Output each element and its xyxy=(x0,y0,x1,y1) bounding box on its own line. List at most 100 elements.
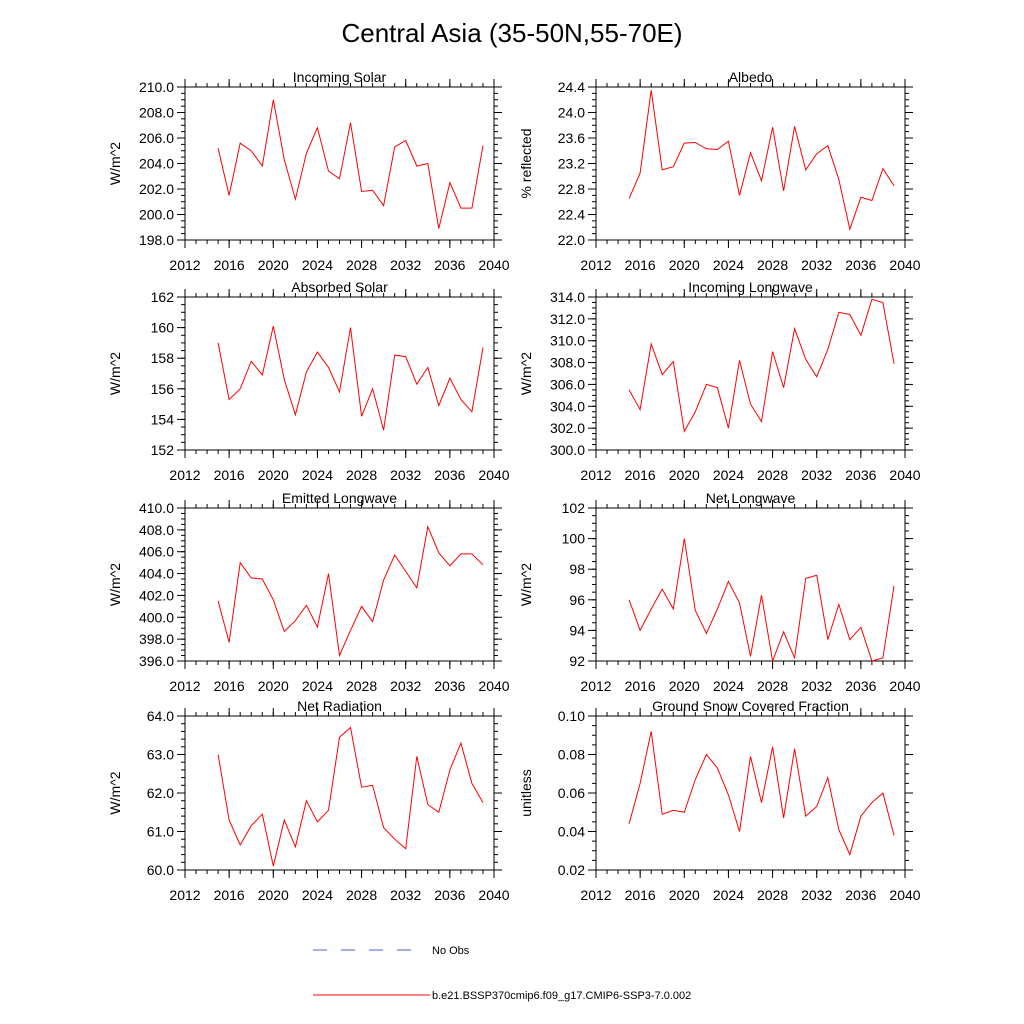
x-tick-label: 2024 xyxy=(713,467,744,483)
y-tick-label: 400.0 xyxy=(139,609,174,625)
panel-title: Absorbed Solar xyxy=(291,279,388,295)
plot-frame xyxy=(595,715,906,871)
y-tick-label: 308.0 xyxy=(550,355,585,371)
y-tick-label: 24.0 xyxy=(558,105,585,121)
y-tick-label: 310.0 xyxy=(550,333,585,349)
x-tick-label: 2012 xyxy=(580,257,611,273)
y-tick-label: 0.02 xyxy=(558,862,585,878)
panel-title: Incoming Solar xyxy=(293,69,387,85)
panel-net-longwave: Net Longwave W/m^2 92 94 96 98 100 102 2012 2016 2… xyxy=(518,490,921,694)
panel-albedo: Albedo % reflected 22.0 22.4 22.8 23.2 23.6 24.… xyxy=(518,69,921,273)
plot-frame xyxy=(595,507,906,662)
x-tick-label: 2016 xyxy=(625,887,656,903)
y-tick-label: 204.0 xyxy=(139,156,174,172)
x-tick-label: 2028 xyxy=(346,257,377,273)
x-tick-label: 2032 xyxy=(390,467,421,483)
y-tick-label: 60.0 xyxy=(147,862,174,878)
x-tick-label: 2020 xyxy=(669,678,700,694)
plot-frame xyxy=(184,296,495,451)
x-tick-label: 2028 xyxy=(346,467,377,483)
panel-ground-snow-covered-fraction: Ground Snow Covered Fraction unitless 0.02… xyxy=(518,698,921,903)
legend-label-no-obs: No Obs xyxy=(432,945,470,957)
plot-frame xyxy=(595,86,906,241)
y-tick-label: 406.0 xyxy=(139,544,174,560)
y-tick-label: 312.0 xyxy=(550,311,585,327)
y-tick-label: 24.4 xyxy=(558,79,585,95)
y-tick-label: 410.0 xyxy=(139,500,174,516)
panel-incoming-longwave: Incoming Longwave W/m^2 300.0 302.0 304.0 306… xyxy=(518,279,921,483)
x-tick-label: 2020 xyxy=(669,887,700,903)
y-tick-label: 198.0 xyxy=(139,232,174,248)
x-tick-label: 2028 xyxy=(346,678,377,694)
x-tick-label: 2036 xyxy=(434,887,465,903)
y-tick-label: 0.08 xyxy=(558,747,585,763)
series-line-albedo xyxy=(628,90,895,232)
y-tick-label: 0.06 xyxy=(558,785,585,801)
y-tick-label: 22.0 xyxy=(558,232,585,248)
x-tick-label: 2020 xyxy=(258,257,289,273)
x-tick-label: 2040 xyxy=(478,467,509,483)
plot-frame xyxy=(184,715,495,871)
y-tick-label: 404.0 xyxy=(139,566,174,582)
legend: No Obs b.e21.BSSP370cmip6.f09_g17.CMIP6-… xyxy=(313,945,691,1002)
panel-absorbed-solar: Absorbed Solar W/m^2 152 154 156 158 160 162 201… xyxy=(107,279,510,483)
panel-title: Ground Snow Covered Fraction xyxy=(652,698,849,714)
y-tick-label: 156 xyxy=(151,381,175,397)
panel-title: Albedo xyxy=(729,69,773,85)
y-tick-label: 0.10 xyxy=(558,708,585,724)
y-tick-label: 64.0 xyxy=(147,708,174,724)
x-tick-label: 2032 xyxy=(801,887,832,903)
x-tick-label: 2016 xyxy=(214,678,245,694)
panel-net-radiation: Net Radiation W/m^2 60.0 61.0 62.0 63.0 64.0 20… xyxy=(107,698,510,903)
panel-title: Net Radiation xyxy=(297,698,382,714)
x-tick-label: 2040 xyxy=(889,257,920,273)
x-tick-label: 2036 xyxy=(845,467,876,483)
x-tick-label: 2036 xyxy=(845,887,876,903)
x-tick-label: 2012 xyxy=(580,678,611,694)
y-tick-label: 100 xyxy=(562,531,586,547)
y-axis-label: W/m^2 xyxy=(107,771,123,814)
x-tick-label: 2028 xyxy=(346,887,377,903)
series-line-emitted-longwave xyxy=(217,524,484,658)
y-tick-label: 22.4 xyxy=(558,207,585,223)
y-tick-label: 306.0 xyxy=(550,376,585,392)
x-tick-label: 2036 xyxy=(845,257,876,273)
x-tick-label: 2012 xyxy=(169,678,200,694)
x-tick-label: 2036 xyxy=(434,678,465,694)
y-axis-label: % reflected xyxy=(518,128,534,198)
y-tick-label: 96 xyxy=(569,592,585,608)
y-tick-label: 94 xyxy=(569,622,585,638)
x-tick-label: 2016 xyxy=(214,467,245,483)
y-tick-label: 202.0 xyxy=(139,181,174,197)
x-tick-label: 2040 xyxy=(889,678,920,694)
panels-container: Incoming Solar W/m^2 198.0 200.0 202.0 204.0 2… xyxy=(107,69,921,903)
x-tick-label: 2024 xyxy=(713,257,744,273)
panel-emitted-longwave: Emitted Longwave W/m^2 396.0 398.0 400.0 402.… xyxy=(107,490,510,694)
x-tick-label: 2032 xyxy=(390,678,421,694)
x-tick-label: 2020 xyxy=(669,257,700,273)
panel-title: Emitted Longwave xyxy=(282,490,397,506)
x-tick-label: 2032 xyxy=(801,257,832,273)
x-tick-label: 2020 xyxy=(258,678,289,694)
x-tick-label: 2032 xyxy=(801,467,832,483)
plot-frame xyxy=(595,296,906,451)
y-tick-label: 210.0 xyxy=(139,79,174,95)
x-tick-label: 2024 xyxy=(302,257,333,273)
x-tick-label: 2036 xyxy=(434,257,465,273)
x-tick-label: 2016 xyxy=(214,257,245,273)
y-tick-label: 0.04 xyxy=(558,824,585,840)
x-tick-label: 2012 xyxy=(580,467,611,483)
panel-incoming-solar: Incoming Solar W/m^2 198.0 200.0 202.0 204.0 2… xyxy=(107,69,510,273)
y-axis-label: W/m^2 xyxy=(107,142,123,185)
panel-title: Net Longwave xyxy=(706,490,796,506)
x-tick-label: 2012 xyxy=(580,887,611,903)
plot-frame xyxy=(184,86,495,241)
plot-frame xyxy=(184,507,495,662)
series-line-absorbed-solar xyxy=(217,325,484,431)
panel-title: Incoming Longwave xyxy=(688,279,813,295)
y-tick-label: 102 xyxy=(562,500,586,516)
x-tick-label: 2040 xyxy=(889,467,920,483)
y-tick-label: 402.0 xyxy=(139,587,174,603)
y-tick-label: 162 xyxy=(151,289,175,305)
x-tick-label: 2012 xyxy=(169,467,200,483)
